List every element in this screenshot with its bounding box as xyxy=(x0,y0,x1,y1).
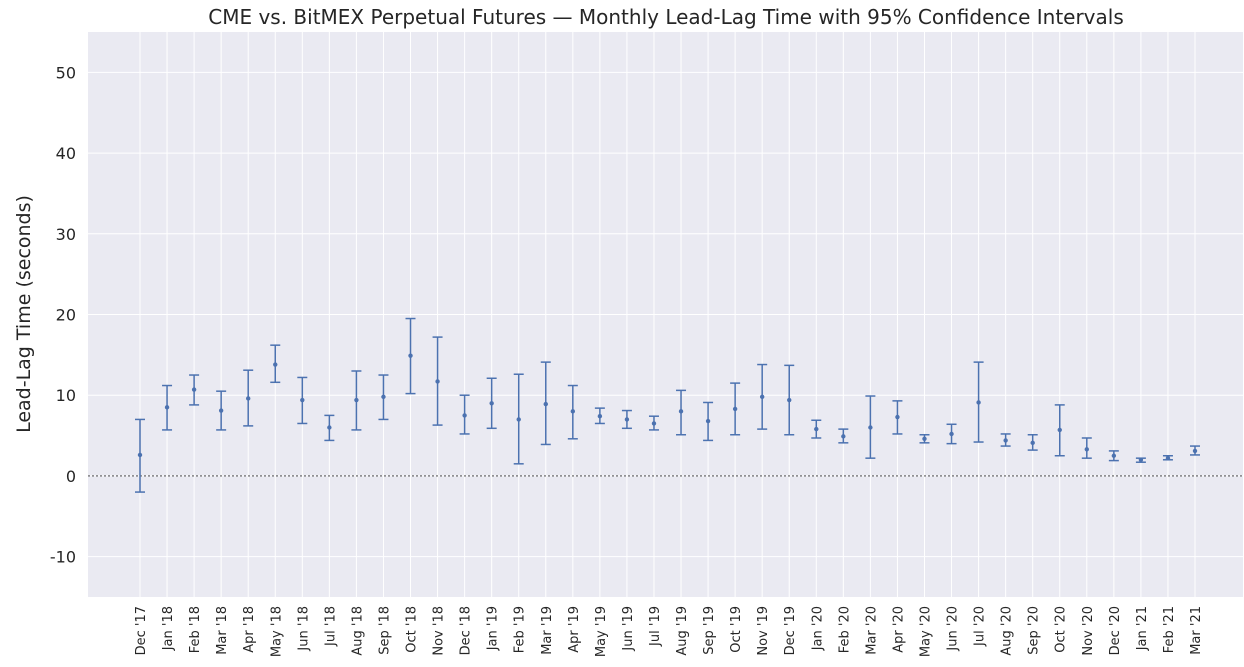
x-tick-label: Sep '18 xyxy=(377,606,392,655)
point xyxy=(191,387,197,392)
point xyxy=(1084,447,1089,452)
point xyxy=(516,417,521,422)
x-tick-label: Jan '21 xyxy=(1135,606,1150,651)
x-tick-label: Jan '18 xyxy=(161,606,176,651)
point xyxy=(137,452,143,458)
x-tick-label: Jan '20 xyxy=(810,606,825,651)
point xyxy=(164,405,170,410)
point xyxy=(787,397,792,403)
x-tick-label: Feb '18 xyxy=(188,606,203,653)
y-tick-label: 30 xyxy=(56,225,76,244)
x-tick-label: Jan '19 xyxy=(486,606,501,651)
point xyxy=(381,394,386,400)
point xyxy=(570,409,576,414)
x-tick-label: Nov '18 xyxy=(432,606,447,656)
x-tick-label: Dec '20 xyxy=(1108,606,1123,655)
point xyxy=(435,379,440,384)
x-tick-label: Mar '18 xyxy=(215,606,230,655)
x-tick-label: Oct '19 xyxy=(729,606,744,653)
point xyxy=(543,401,548,407)
y-tick-label: 20 xyxy=(56,306,76,325)
point xyxy=(678,409,684,414)
chart-title: CME vs. BitMEX Perpetual Futures — Month… xyxy=(208,5,1124,29)
point xyxy=(814,426,819,432)
x-tick-label: Nov '19 xyxy=(756,606,771,656)
point xyxy=(1057,427,1062,433)
point xyxy=(1030,440,1035,446)
point xyxy=(705,418,711,424)
point xyxy=(1165,455,1171,461)
x-tick-label: Feb '21 xyxy=(1162,606,1177,653)
x-tick-label: Mar '20 xyxy=(864,606,879,655)
x-tick-label: Dec '18 xyxy=(459,606,474,655)
x-tick-label: Oct '20 xyxy=(1054,606,1069,653)
x-tick-label: May '20 xyxy=(918,606,933,657)
point xyxy=(327,425,332,430)
point xyxy=(354,397,359,403)
point xyxy=(868,425,873,430)
x-tick-label: Oct '18 xyxy=(405,606,420,653)
x-tick-label: Jun '19 xyxy=(621,606,636,652)
x-tick-label: Jul '20 xyxy=(973,606,988,647)
x-tick-label: Feb '19 xyxy=(513,606,528,653)
x-tick-label: Dec '19 xyxy=(783,606,798,655)
x-tick-label: Jun '20 xyxy=(946,606,961,652)
point xyxy=(408,353,413,358)
point xyxy=(732,406,738,412)
x-tick-label: Mar '19 xyxy=(540,606,555,655)
point xyxy=(462,413,467,418)
x-tick-label: Nov '20 xyxy=(1081,606,1096,656)
point xyxy=(300,397,305,403)
x-tick-label: Aug '19 xyxy=(675,606,690,656)
point xyxy=(246,396,251,401)
point xyxy=(597,414,603,419)
point xyxy=(1111,453,1117,458)
point xyxy=(759,394,765,400)
point xyxy=(895,414,900,420)
x-tick-label: Sep '20 xyxy=(1027,606,1042,655)
x-tick-label: Aug '20 xyxy=(1000,606,1015,656)
point xyxy=(1192,448,1198,454)
point xyxy=(489,401,494,406)
y-tick-label: 0 xyxy=(66,467,76,486)
x-tick-label: Mar '21 xyxy=(1189,606,1204,655)
y-tick-label: 40 xyxy=(56,144,76,163)
point xyxy=(1003,438,1008,443)
x-tick-label: Feb '20 xyxy=(837,606,852,653)
y-tick-label: 10 xyxy=(56,386,76,405)
point xyxy=(922,436,927,441)
x-tick-label: Jun '18 xyxy=(296,606,311,652)
x-tick-label: Aug '18 xyxy=(350,606,365,656)
point xyxy=(624,417,630,422)
y-tick-label: 50 xyxy=(56,63,76,82)
x-tick-label: Sep '19 xyxy=(702,606,717,655)
y-tick-label: -10 xyxy=(50,548,76,567)
x-tick-label: May '19 xyxy=(594,606,609,657)
x-tick-label: Apr '20 xyxy=(891,606,906,653)
x-tick-label: May '18 xyxy=(269,606,284,657)
point xyxy=(949,431,954,437)
x-tick-label: Jul '18 xyxy=(323,606,338,647)
point xyxy=(841,434,846,439)
point xyxy=(976,400,981,405)
y-axis-label: Lead-Lag Time (seconds) xyxy=(13,195,35,433)
x-tick-label: Apr '18 xyxy=(242,606,257,653)
x-tick-label: Dec '17 xyxy=(134,606,149,655)
point xyxy=(273,362,278,367)
point xyxy=(1138,457,1144,462)
point xyxy=(651,421,657,426)
point xyxy=(218,408,224,413)
x-tick-label: Apr '19 xyxy=(567,606,582,653)
x-tick-label: Jul '19 xyxy=(648,606,663,647)
